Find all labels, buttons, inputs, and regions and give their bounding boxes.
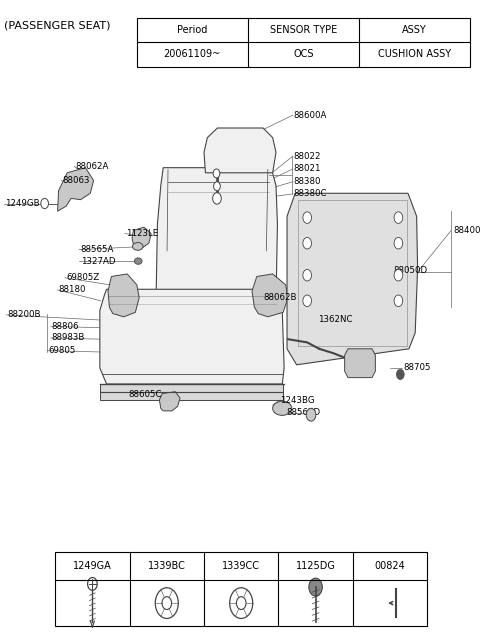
Text: ASSY: ASSY — [402, 25, 427, 35]
Polygon shape — [58, 168, 94, 211]
Text: 88022: 88022 — [294, 152, 321, 161]
Text: CUSHION ASSY: CUSHION ASSY — [378, 49, 451, 60]
Text: 1327AD: 1327AD — [81, 257, 115, 266]
Text: 88380C: 88380C — [294, 189, 327, 198]
Text: 88062A: 88062A — [76, 162, 109, 171]
Circle shape — [303, 212, 312, 223]
Text: 88050D: 88050D — [394, 266, 428, 275]
Text: 1362NC: 1362NC — [318, 316, 352, 324]
Polygon shape — [252, 274, 288, 317]
Text: 88705: 88705 — [403, 364, 431, 372]
Text: 00824: 00824 — [374, 561, 406, 572]
Ellipse shape — [134, 258, 142, 264]
Text: 69805: 69805 — [48, 346, 75, 355]
Text: (PASSENGER SEAT): (PASSENGER SEAT) — [4, 20, 110, 31]
Polygon shape — [156, 168, 277, 319]
Circle shape — [394, 237, 403, 249]
Text: Period: Period — [177, 25, 207, 35]
Bar — [137, 18, 470, 67]
Text: 88180: 88180 — [59, 285, 86, 294]
Text: 1123LE: 1123LE — [126, 229, 158, 238]
Text: 88400: 88400 — [454, 226, 480, 235]
Polygon shape — [204, 128, 276, 173]
Polygon shape — [100, 384, 283, 400]
Circle shape — [394, 295, 403, 307]
Circle shape — [303, 269, 312, 281]
Polygon shape — [345, 349, 375, 378]
Text: 1339CC: 1339CC — [222, 561, 260, 572]
Text: 88565A: 88565A — [81, 245, 114, 254]
Text: 88605C: 88605C — [129, 390, 162, 399]
Polygon shape — [100, 289, 284, 384]
Text: 1125DG: 1125DG — [296, 561, 336, 572]
Circle shape — [41, 198, 48, 209]
Text: SENSOR TYPE: SENSOR TYPE — [270, 25, 337, 35]
Ellipse shape — [132, 243, 143, 250]
Circle shape — [303, 237, 312, 249]
Text: 1339BC: 1339BC — [148, 561, 186, 572]
Text: 1249GA: 1249GA — [73, 561, 112, 572]
Circle shape — [213, 169, 220, 178]
Polygon shape — [159, 392, 180, 411]
Circle shape — [213, 193, 221, 204]
Polygon shape — [108, 274, 139, 317]
Circle shape — [394, 212, 403, 223]
Text: 88063: 88063 — [62, 176, 90, 185]
Circle shape — [303, 295, 312, 307]
Text: OCS: OCS — [293, 49, 314, 60]
Text: 88567D: 88567D — [287, 408, 321, 417]
Bar — [55, 552, 427, 626]
Text: 88200B: 88200B — [7, 310, 41, 319]
Text: 88062B: 88062B — [263, 293, 297, 302]
Circle shape — [306, 408, 316, 421]
Circle shape — [394, 269, 403, 281]
Text: 1243BG: 1243BG — [280, 396, 314, 405]
Text: 1249GB: 1249GB — [5, 199, 39, 208]
Text: 20061109~: 20061109~ — [164, 49, 221, 60]
Circle shape — [309, 578, 323, 596]
Text: 88600A: 88600A — [294, 111, 327, 120]
Circle shape — [214, 182, 220, 191]
Text: 88021: 88021 — [294, 164, 321, 173]
Text: 88380: 88380 — [294, 177, 321, 186]
Ellipse shape — [273, 401, 292, 415]
Circle shape — [396, 369, 404, 380]
Polygon shape — [287, 193, 418, 365]
Text: 88983B: 88983B — [52, 333, 85, 342]
Text: 69805Z: 69805Z — [66, 273, 99, 282]
Polygon shape — [132, 227, 151, 248]
Text: 88806: 88806 — [52, 322, 79, 331]
